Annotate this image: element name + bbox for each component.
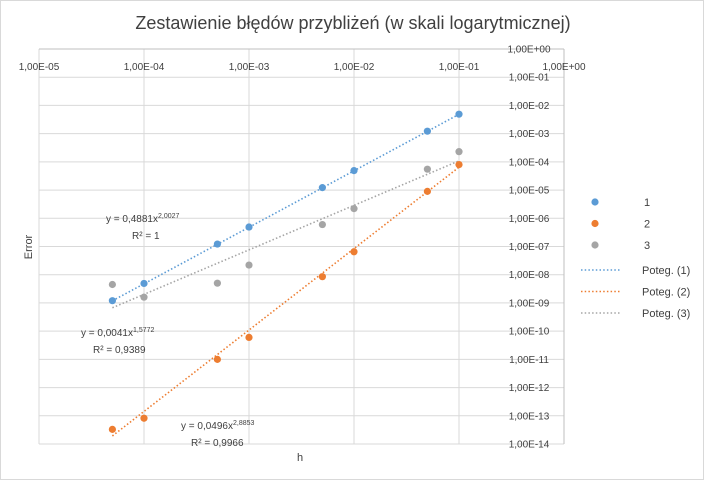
trendline-equation: y = 0,4881x2,0027 bbox=[106, 213, 180, 225]
point-series-1 bbox=[423, 127, 431, 135]
y-tick-label: 1,00E-03 bbox=[509, 129, 550, 140]
point-series-3 bbox=[318, 220, 326, 229]
point-series-2 bbox=[140, 414, 148, 422]
y-tick-label: 1,00E-09 bbox=[509, 298, 550, 309]
point-series-3 bbox=[108, 280, 116, 289]
y-tick-label: 1,00E-02 bbox=[509, 101, 550, 112]
legend-marker-2 bbox=[591, 219, 599, 228]
y-tick-label: 1,00E-13 bbox=[509, 411, 550, 422]
legend-label: 2 bbox=[644, 219, 650, 231]
y-tick-label: 1,00E-14 bbox=[509, 440, 550, 451]
chart-title: Zestawienie błędów przybliżeń (w skali l… bbox=[135, 13, 570, 33]
trendline-r2: R² = 0,9966 bbox=[191, 438, 244, 449]
point-series-1 bbox=[350, 167, 358, 175]
trendline-Poteg. (1) bbox=[112, 113, 460, 302]
y-tick-label: 1,00E+00 bbox=[507, 45, 551, 56]
trendlines bbox=[111, 113, 460, 437]
legend-marker-3 bbox=[591, 241, 599, 249]
legend-label: Poteg. (2) bbox=[642, 287, 690, 299]
trendline-r2: R² = 0,9389 bbox=[93, 345, 146, 356]
trendline-Poteg. (2) bbox=[111, 166, 460, 437]
y-tick-label: 1,00E-05 bbox=[509, 186, 550, 197]
y-tick-label: 1,00E-06 bbox=[509, 214, 550, 225]
y-tick-label: 1,00E-08 bbox=[509, 270, 550, 281]
y-tick-label: 1,00E-07 bbox=[509, 242, 550, 253]
legend-label: 1 bbox=[644, 197, 650, 209]
x-tick-label: 1,00E-04 bbox=[124, 62, 165, 73]
x-tick-label: 1,00E-02 bbox=[334, 62, 375, 73]
point-series-3 bbox=[245, 261, 253, 269]
data-points bbox=[108, 110, 463, 433]
point-series-2 bbox=[350, 248, 358, 256]
x-tick-label: 1,00E-05 bbox=[19, 62, 60, 73]
y-tick-label: 1,00E-01 bbox=[509, 73, 550, 84]
x-tick-label: 1,00E+00 bbox=[542, 62, 586, 73]
trendline-equation: y = 0,0041x1,5772 bbox=[81, 327, 155, 339]
trendline-Poteg. (3) bbox=[112, 160, 460, 309]
point-series-3 bbox=[455, 148, 463, 156]
y-axis-title: Error bbox=[23, 234, 35, 259]
y-tick-label: 1,00E-04 bbox=[509, 157, 550, 168]
legend-marker-1 bbox=[591, 198, 599, 206]
point-series-3 bbox=[423, 165, 431, 173]
trendline-r2: R² = 1 bbox=[132, 231, 160, 242]
legend: 1 2 3 Poteg. (1) Poteg. (2) Poteg. (3) bbox=[581, 197, 690, 320]
point-series-1 bbox=[213, 240, 221, 248]
x-tick-label: 1,00E-01 bbox=[439, 62, 480, 73]
point-series-2 bbox=[108, 425, 116, 433]
legend-label: Poteg. (3) bbox=[642, 308, 690, 320]
point-series-3 bbox=[350, 205, 358, 213]
point-series-2 bbox=[455, 160, 463, 169]
y-tick-label: 1,00E-12 bbox=[509, 383, 550, 394]
point-series-2 bbox=[245, 333, 253, 341]
point-series-1 bbox=[455, 110, 463, 118]
point-series-1 bbox=[318, 184, 326, 192]
legend-label: 3 bbox=[644, 240, 650, 252]
y-tick-label: 1,00E-11 bbox=[509, 355, 549, 366]
point-series-2 bbox=[318, 273, 326, 281]
point-series-2 bbox=[213, 355, 221, 363]
point-series-2 bbox=[423, 187, 431, 195]
x-tick-label: 1,00E-03 bbox=[229, 62, 270, 73]
x-axis-title: h bbox=[297, 452, 303, 464]
point-series-3 bbox=[213, 279, 221, 287]
point-series-1 bbox=[140, 279, 148, 288]
point-series-1 bbox=[108, 297, 116, 305]
point-series-1 bbox=[245, 223, 253, 231]
legend-label: Poteg. (1) bbox=[642, 265, 690, 277]
axes: 1,00E-05 1,00E-04 1,00E-03 1,00E-02 1,00E-01… bbox=[19, 45, 586, 451]
y-tick-label: 1,00E-10 bbox=[509, 327, 550, 338]
grid bbox=[38, 48, 565, 445]
trendline-equation: y = 0,0496x2,8853 bbox=[181, 420, 255, 432]
point-series-3 bbox=[140, 293, 148, 301]
